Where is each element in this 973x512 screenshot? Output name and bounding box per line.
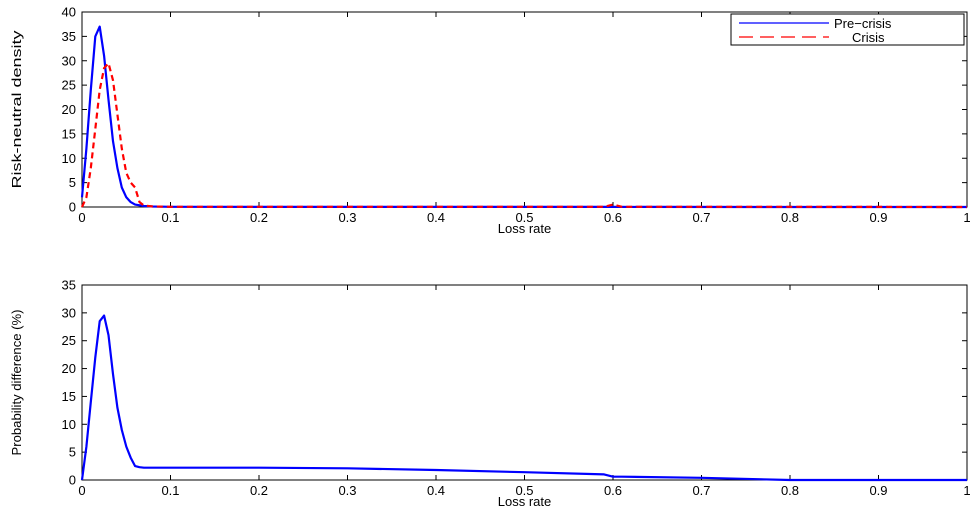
legend-label: Pre−crisis [834,16,892,31]
x-tick-label: 0.7 [692,483,710,498]
x-tick-label: 0.2 [250,210,268,225]
y-tick-label: 20 [62,102,76,117]
x-tick-label: 0.7 [692,210,710,225]
x-tick-label: 0.8 [781,210,799,225]
x-tick-label: 0.3 [338,210,356,225]
y-tick-label: 35 [62,29,76,44]
y-tick-label: 30 [62,53,76,68]
x-tick-label: 0 [78,483,85,498]
y-tick-label: 35 [62,278,76,293]
x-tick-label: 0.3 [338,483,356,498]
x-axis-label: Loss rate [498,221,551,236]
y-tick-label: 10 [62,417,76,432]
x-axis-label: Loss rate [498,494,551,509]
x-tick-label: 1 [963,483,970,498]
y-tick-label: 20 [62,361,76,376]
plot-area [81,284,968,481]
chart-1: 0 0.1 0.2 0.3 0.4 0.5 0.6 0.7 0.8 0.9 105101520253… [9,5,971,237]
chart-2: 0 0.1 0.2 0.3 0.4 0.5 0.6 0.7 0.8 0.9 105101520253… [9,278,971,510]
x-tick-label: 1 [963,210,970,225]
x-tick-label: 0 [78,210,85,225]
y-tick-label: 40 [62,5,76,20]
y-tick-label: 15 [62,126,76,141]
x-tick-label: 0.8 [781,483,799,498]
x-tick-label: 0.1 [161,210,179,225]
y-tick-label: 10 [62,151,76,166]
y-axis-label: Risk-neutral density [9,30,24,189]
legend-box [730,13,965,46]
y-tick-label: 5 [69,175,76,190]
y-tick-label: 0 [69,473,76,488]
series-line-crisis [80,62,968,209]
y-tick-label: 25 [62,78,76,93]
x-tick-label: 0.9 [869,210,887,225]
legend-label: Crisis [852,30,885,45]
x-tick-label: 0.6 [604,210,622,225]
x-tick-label: 0.5 [515,210,533,225]
y-tick-label: 0 [69,200,76,215]
x-tick-label: 0.4 [427,210,445,225]
x-tick-label: 0.1 [161,483,179,498]
x-tick-label: 0.4 [427,483,445,498]
y-tick-label: 25 [62,333,76,348]
x-tick-label: 0.5 [515,483,533,498]
x-tick-label: 0.6 [604,483,622,498]
y-tick-label: 5 [69,445,76,460]
x-tick-label: 0.9 [869,483,887,498]
series-line-difference [80,314,967,482]
x-tick-label: 0.2 [250,483,268,498]
y-axis-label: Probability difference (%) [9,310,24,456]
y-tick-label: 15 [62,389,76,404]
y-tick-label: 30 [62,305,76,320]
